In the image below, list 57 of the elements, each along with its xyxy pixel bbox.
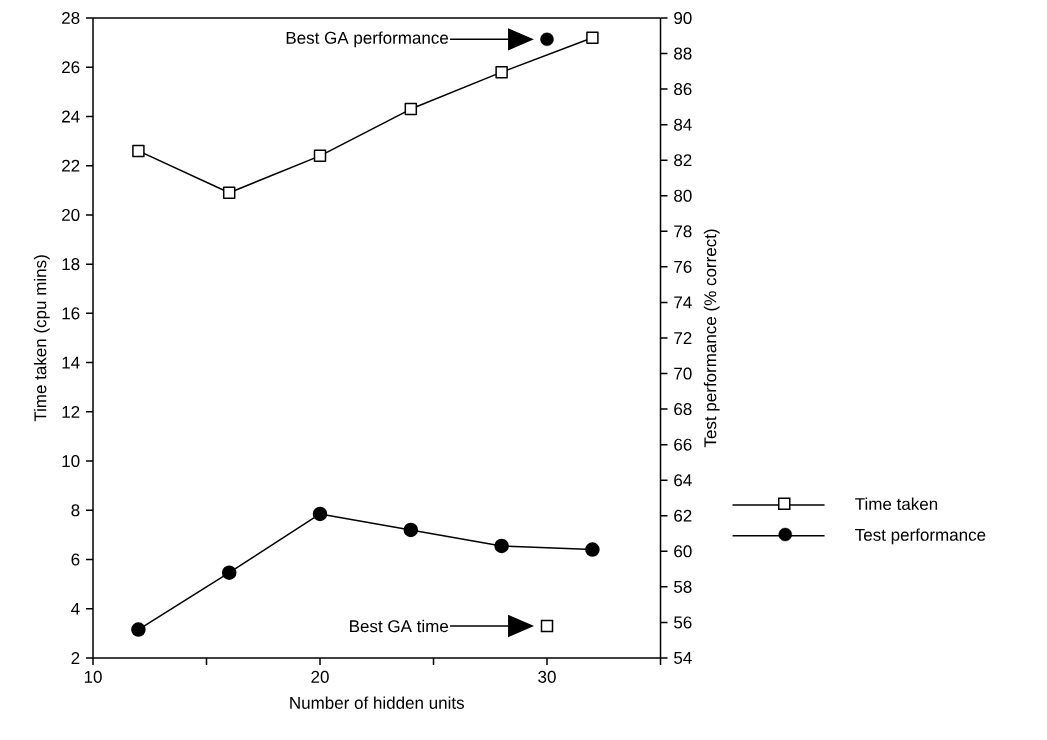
y-tick-label: 4 xyxy=(71,602,80,615)
annotation: Best GA time xyxy=(350,619,449,633)
point xyxy=(221,565,237,580)
y-tick-label: 24 xyxy=(62,110,80,123)
y-tick-label: 2 xyxy=(71,652,80,664)
y2-tick-label: 54 xyxy=(674,652,692,664)
x-tick-label: 10 xyxy=(84,670,102,683)
point xyxy=(131,622,146,637)
y2-tick-label: 70 xyxy=(674,367,692,380)
x-tick-label: 20 xyxy=(311,670,329,683)
y-tick-label: 28 xyxy=(62,11,80,25)
y-tick-label: 18 xyxy=(62,258,80,271)
x-axis-title: Number of hidden units xyxy=(290,696,464,709)
text: Test performance xyxy=(855,528,986,545)
point xyxy=(494,538,509,554)
x-tick-label: 30 xyxy=(538,670,556,683)
y-tick-label: 14 xyxy=(62,356,80,369)
y2-tick-label: 88 xyxy=(674,47,692,60)
point xyxy=(585,542,600,557)
y2-tick-label: 86 xyxy=(674,83,692,96)
text: Time taken xyxy=(855,497,938,511)
y-tick-label: 16 xyxy=(62,307,80,320)
point xyxy=(313,149,327,163)
point xyxy=(404,102,418,116)
y-tick-label: 22 xyxy=(62,159,80,172)
y2-tick-label: 64 xyxy=(674,474,692,487)
y2-tick-label: 56 xyxy=(674,616,692,629)
point xyxy=(312,506,328,522)
y2-tick-label: 62 xyxy=(674,509,692,522)
y2-axis-title: Test performance (% correct) xyxy=(703,229,720,448)
y2-tick-label: 68 xyxy=(674,403,692,416)
y-axis-title: Time taken (cpu mins) xyxy=(33,255,50,422)
point xyxy=(403,522,419,538)
y-tick-label: 8 xyxy=(71,504,80,517)
y2-tick-label: 66 xyxy=(674,438,692,451)
y2-tick-label: 82 xyxy=(674,154,692,167)
y2-tick-label: 76 xyxy=(674,260,692,273)
point xyxy=(132,144,145,158)
point xyxy=(586,31,599,44)
y-tick-label: 20 xyxy=(62,208,80,221)
point xyxy=(540,619,554,633)
y2-tick-label: 84 xyxy=(674,118,692,131)
y2-tick-label: 60 xyxy=(674,545,692,558)
y-tick-label: 26 xyxy=(62,61,80,74)
y2-tick-label: 74 xyxy=(674,296,692,309)
y-tick-label: 6 xyxy=(71,553,80,566)
point xyxy=(495,65,508,79)
y2-tick-label: 90 xyxy=(674,11,692,25)
y2-tick-label: 78 xyxy=(674,225,692,238)
annotation: Best GA performance xyxy=(286,31,449,48)
y-tick-label: 12 xyxy=(62,405,80,418)
y-tick-label: 10 xyxy=(62,455,80,468)
y2-tick-label: 72 xyxy=(674,332,692,344)
y2-tick-label: 58 xyxy=(674,580,692,593)
y2-tick-label: 80 xyxy=(674,189,692,202)
point xyxy=(540,32,554,47)
point xyxy=(222,186,236,199)
